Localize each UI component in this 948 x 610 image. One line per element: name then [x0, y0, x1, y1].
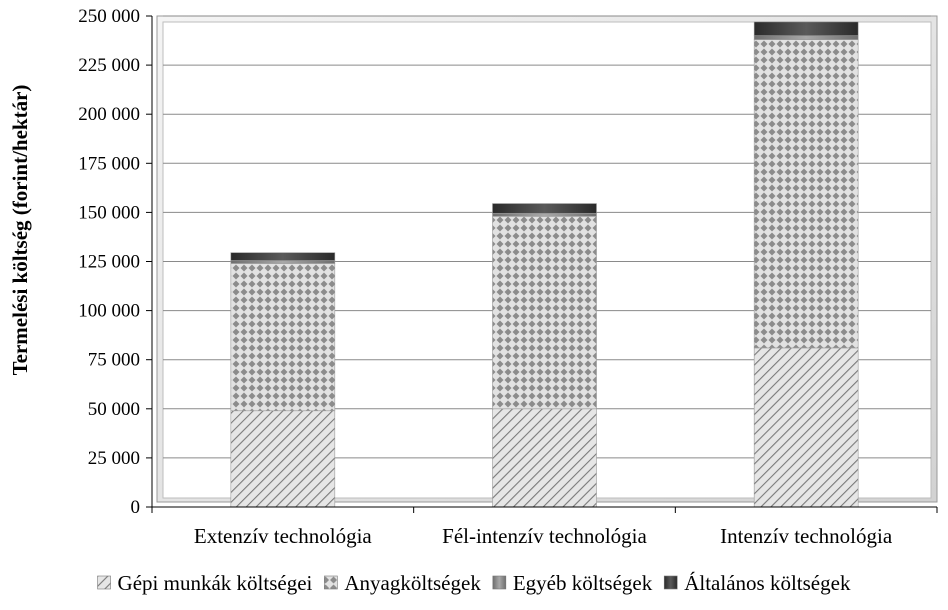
legend-swatch: [324, 575, 338, 590]
legend-swatch: [492, 575, 507, 590]
legend-item: Egyéb költségek: [492, 571, 653, 595]
x-tick-label: Intenzív technológia: [720, 524, 893, 548]
y-tick-label: 250 000: [78, 6, 140, 27]
bar-segment: [753, 35, 859, 40]
y-tick-label: 100 000: [78, 301, 140, 322]
bar-segment: [230, 263, 336, 412]
legend-label: Gépi munkák költségei: [118, 571, 313, 595]
y-axis-label: Termelési költség (forint/hektár): [8, 85, 32, 376]
y-tick-label: 150 000: [78, 202, 140, 223]
y-tick-label: 200 000: [78, 104, 140, 125]
bar-segment: [492, 216, 597, 410]
legend-swatch: [663, 575, 678, 590]
y-tick-labels: 0 25 000 50 000 75 000 100 000 125 000 150 000…: [78, 6, 152, 518]
y-tick-label: 125 000: [78, 252, 140, 273]
y-tick-label: 175 000: [78, 153, 140, 174]
bar-segment: [492, 213, 597, 217]
bar-segment: [230, 410, 336, 508]
x-tick-labels: Extenzív technológia Fél-intenzív technol…: [151, 507, 938, 548]
x-tick-label: Fél-intenzív technológia: [442, 524, 647, 548]
legend-label: Egyéb költségek: [513, 571, 653, 595]
legend-item: Anyagköltségek: [324, 571, 481, 595]
bar-segment: [230, 252, 336, 261]
y-tick-label: 25 000: [88, 448, 140, 469]
y-tick-label: 75 000: [88, 350, 140, 371]
bar-segment: [753, 347, 859, 508]
legend-item: Gépi munkák költségei: [97, 571, 313, 595]
legend-label: Általános költségek: [684, 571, 851, 595]
legend: Gépi munkák költségei Anyagköltségek Egyéb…: [97, 571, 851, 595]
bar-segment: [492, 408, 597, 508]
legend-swatch: [97, 575, 111, 590]
bar-segment: [492, 203, 597, 214]
x-tick-label: Extenzív technológia: [194, 524, 373, 548]
y-tick-label: 0: [131, 497, 141, 518]
bar-segment: [753, 39, 859, 349]
legend-label: Anyagköltségek: [344, 571, 481, 595]
y-tick-label: 50 000: [88, 399, 140, 420]
legend-item: Általános költségek: [663, 571, 851, 595]
y-tick-label: 225 000: [78, 55, 140, 76]
bar-segment: [753, 21, 859, 36]
bar-segment: [230, 260, 336, 264]
